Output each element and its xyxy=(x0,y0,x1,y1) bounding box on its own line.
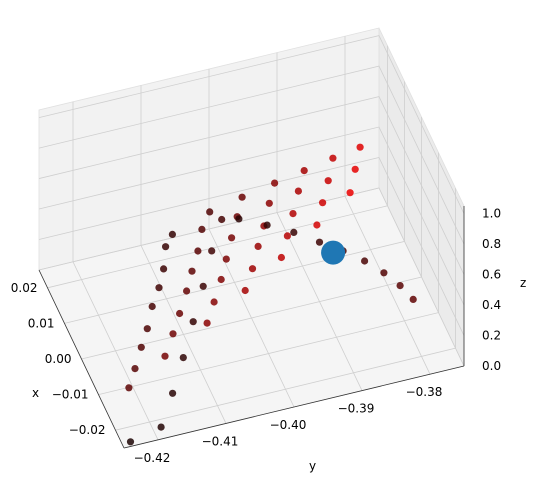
grid-lines xyxy=(38,35,465,449)
y-axis-label: y xyxy=(309,459,316,473)
data-point xyxy=(206,208,214,216)
data-point xyxy=(199,282,207,290)
data-point xyxy=(241,286,249,295)
data-point xyxy=(176,309,184,318)
data-point xyxy=(356,143,364,151)
data-point xyxy=(217,275,225,284)
y-tick-label: −0.38 xyxy=(406,385,443,399)
data-point xyxy=(198,225,206,233)
highlight-layer xyxy=(321,240,346,265)
data-points xyxy=(125,143,417,446)
x-tick-label: −0.02 xyxy=(69,423,106,437)
x-tick-label: 0.01 xyxy=(28,316,55,330)
data-point xyxy=(228,234,236,242)
data-point xyxy=(148,302,156,311)
data-point xyxy=(203,319,211,327)
y-tick-label: −0.39 xyxy=(338,402,375,416)
z-axis-label: z xyxy=(520,276,526,290)
data-point xyxy=(313,221,321,229)
y-axis-line xyxy=(123,365,465,449)
data-point xyxy=(125,384,133,392)
data-point xyxy=(361,257,369,265)
data-point xyxy=(218,215,226,224)
z-tick-label: 0.6 xyxy=(482,268,501,282)
data-point xyxy=(210,298,218,306)
x-tick-label: 0.00 xyxy=(45,352,72,366)
data-point xyxy=(179,354,187,362)
data-point xyxy=(248,265,257,273)
data-point xyxy=(319,199,327,207)
data-point xyxy=(283,232,291,240)
data-point xyxy=(162,243,170,251)
y-tick-label: −0.42 xyxy=(134,451,171,465)
highlight-point xyxy=(321,240,346,265)
data-point xyxy=(169,330,177,338)
data-point xyxy=(189,318,197,326)
data-point xyxy=(222,255,230,263)
data-point xyxy=(183,287,191,295)
data-point xyxy=(208,247,216,255)
data-point xyxy=(329,154,337,162)
x-tick-label: 0.02 xyxy=(11,281,38,295)
data-point xyxy=(409,295,417,303)
data-point xyxy=(157,423,165,431)
gridline-z xyxy=(38,35,465,214)
data-point xyxy=(346,189,354,197)
data-point xyxy=(315,238,324,246)
data-point xyxy=(300,167,308,175)
z-tick-label: 0.2 xyxy=(482,329,501,343)
data-point xyxy=(194,247,202,255)
data-point xyxy=(235,215,243,223)
data-point xyxy=(143,325,151,333)
data-point xyxy=(324,177,332,185)
gridline-z xyxy=(38,65,465,245)
z-tick-label: 0.4 xyxy=(482,298,501,312)
data-point xyxy=(126,438,135,446)
data-point xyxy=(294,187,302,195)
x-axis-label: x xyxy=(32,386,39,400)
gridline-z xyxy=(38,96,465,275)
data-point xyxy=(161,352,169,360)
data-point xyxy=(254,242,262,250)
y-tick-label: −0.41 xyxy=(202,434,239,448)
data-point xyxy=(137,343,145,351)
data-point xyxy=(169,389,177,397)
data-point xyxy=(131,365,139,373)
data-point xyxy=(263,221,271,229)
data-point xyxy=(238,193,246,201)
data-point xyxy=(290,228,298,236)
gridline-z xyxy=(38,187,465,367)
y-tick-label: −0.40 xyxy=(270,418,307,432)
z-tick-label: 1.0 xyxy=(482,207,501,221)
z-tick-label: 0.0 xyxy=(482,359,501,373)
data-point xyxy=(289,210,297,218)
data-point xyxy=(271,179,279,187)
axes-panes xyxy=(38,27,465,449)
data-point xyxy=(168,230,176,238)
data-point xyxy=(396,282,404,290)
x-tick-label: −0.01 xyxy=(52,388,89,402)
x-axis-line xyxy=(38,269,125,449)
data-point xyxy=(380,269,388,277)
gridline-z xyxy=(38,157,465,336)
data-point xyxy=(160,265,168,273)
gridline-z xyxy=(38,126,465,306)
data-point xyxy=(277,253,285,262)
tick-labels: −0.02 −0.01 0.00 0.01 0.02 −0.42 −0.41 −0.40 −0.… xyxy=(11,207,501,465)
data-point xyxy=(265,199,273,207)
data-point xyxy=(188,267,196,275)
z-tick-label: 0.8 xyxy=(482,237,501,251)
data-point xyxy=(155,284,163,292)
data-point xyxy=(351,165,359,173)
